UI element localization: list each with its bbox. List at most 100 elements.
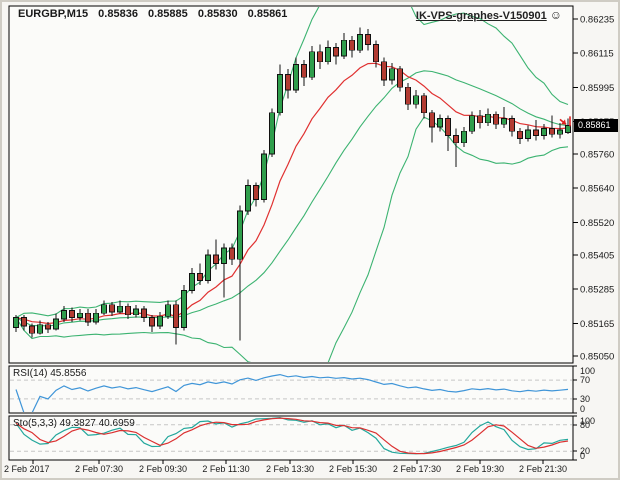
bull-candle-body [117, 305, 123, 313]
svg-text:0.86235: 0.86235 [580, 15, 614, 26]
svg-text:0.85520: 0.85520 [580, 218, 614, 229]
bull-candle-body [205, 254, 211, 282]
bear-candle-body [69, 310, 75, 319]
bull-candle-body [469, 115, 475, 132]
bear-candle-body [421, 95, 427, 114]
bear-candle-body [373, 44, 379, 63]
bull-candle-body [501, 118, 507, 125]
svg-text:80: 80 [580, 420, 590, 430]
bear-candle-body [317, 51, 323, 63]
bull-candle-body [189, 273, 195, 291]
svg-text:2 Feb 09:30: 2 Feb 09:30 [139, 464, 187, 474]
bull-candle-body [437, 118, 443, 128]
svg-text:20: 20 [580, 446, 590, 456]
bull-candle-body [485, 113, 491, 124]
bollinger-upper-line [15, 7, 569, 319]
svg-text:2 Feb 17:30: 2 Feb 17:30 [393, 464, 441, 474]
bull-candle-body [53, 318, 59, 330]
bear-candle-body [349, 39, 355, 51]
close-value: 0.85861 [247, 8, 288, 20]
bear-candle-body [477, 115, 483, 124]
time-axis: 2 Feb 2017 2 Feb 07:30 2 Feb 09:30 2 Feb 11… [4, 460, 567, 474]
svg-text:2 Feb 15:30: 2 Feb 15:30 [329, 464, 377, 474]
bear-candle-body [493, 113, 499, 125]
watermark-text: IK-VPS-graphes-V150901 [415, 10, 547, 22]
price-arrow-icon [559, 116, 571, 127]
bear-candle-body [229, 247, 235, 260]
rsi-indicator-label: RSI(14) 45.8556 [13, 368, 87, 379]
open-value: 0.85836 [98, 8, 138, 20]
bear-candle-body [85, 312, 91, 323]
svg-text:100: 100 [580, 366, 595, 376]
svg-text:2 Feb 11:30: 2 Feb 11:30 [202, 464, 249, 474]
bear-candle-body [285, 74, 291, 91]
bull-candle-body [461, 130, 467, 144]
high-value: 0.85885 [148, 8, 188, 20]
svg-text:0.85405: 0.85405 [580, 251, 614, 262]
bear-candle-body [549, 128, 555, 135]
symbol-timeframe-label: EURGBP,M15 [18, 8, 89, 20]
bollinger-middle-line [15, 70, 569, 327]
bull-candle-body [277, 74, 283, 114]
bull-candle-body [77, 312, 83, 319]
bull-candle-body [133, 308, 139, 316]
bear-candle-body [173, 304, 179, 328]
bear-candle-body [365, 34, 371, 45]
bull-candle-body [413, 95, 419, 105]
candles-group [13, 27, 571, 345]
bull-candle-body [165, 304, 171, 317]
low-value: 0.85830 [197, 8, 238, 20]
bear-candle-body [141, 308, 147, 319]
svg-text:2 Feb 21:30: 2 Feb 21:30 [519, 464, 567, 474]
sto-lines [15, 417, 569, 455]
svg-text:0: 0 [580, 451, 585, 461]
bollinger-lower-line [15, 116, 569, 362]
bull-candle-body [565, 124, 571, 133]
bull-candle-body [309, 51, 315, 78]
bull-candle-body [101, 304, 107, 314]
bear-candle-body [533, 129, 539, 136]
bull-candle-body [357, 34, 363, 51]
smiley-icon: ☺ [549, 8, 562, 22]
svg-text:0.85285: 0.85285 [580, 285, 614, 296]
bear-candle-body [405, 86, 411, 105]
price-axis: 0.862350.861150.859950.858750.857600.856… [573, 15, 614, 363]
bull-candle-body [157, 315, 163, 327]
bear-candle-body [517, 130, 523, 139]
bear-candle-body [197, 273, 203, 282]
bull-candle-body [341, 39, 347, 57]
bull-candle-body [557, 129, 563, 135]
bear-candle-body [125, 305, 131, 316]
bull-candle-body [61, 310, 67, 320]
main-plot [13, 7, 571, 362]
svg-text:0: 0 [580, 404, 585, 414]
bull-candle-body [245, 184, 251, 212]
svg-text:2 Feb 19:30: 2 Feb 19:30 [456, 464, 504, 474]
bull-candle-body [325, 47, 331, 63]
sto-d-line [15, 417, 569, 455]
rsi-line [15, 373, 569, 412]
svg-text:0.85165: 0.85165 [580, 319, 614, 330]
bear-candle-body [381, 61, 387, 81]
bear-candle-body [213, 254, 219, 264]
bull-candle-body [13, 317, 19, 328]
bull-candle-body [389, 68, 395, 81]
svg-text:0.85640: 0.85640 [580, 184, 614, 195]
bear-candle-body [509, 118, 515, 132]
current-price-badge: 0.85861 [574, 118, 618, 132]
svg-text:100: 100 [580, 416, 595, 426]
bull-candle-body [261, 153, 267, 200]
watermark-label: IK-VPS-graphes-V150901 ☺ [416, 8, 562, 22]
bull-candle-body [37, 324, 43, 334]
bull-candle-body [293, 64, 299, 91]
bear-candle-body [333, 47, 339, 57]
bull-candle-body [237, 210, 243, 260]
red-ma-line [15, 62, 569, 325]
bear-candle-body [445, 118, 451, 136]
bear-candle-body [453, 135, 459, 144]
svg-text:0.86115: 0.86115 [580, 49, 614, 60]
main-panel [8, 5, 574, 364]
bear-candle-body [429, 112, 435, 128]
